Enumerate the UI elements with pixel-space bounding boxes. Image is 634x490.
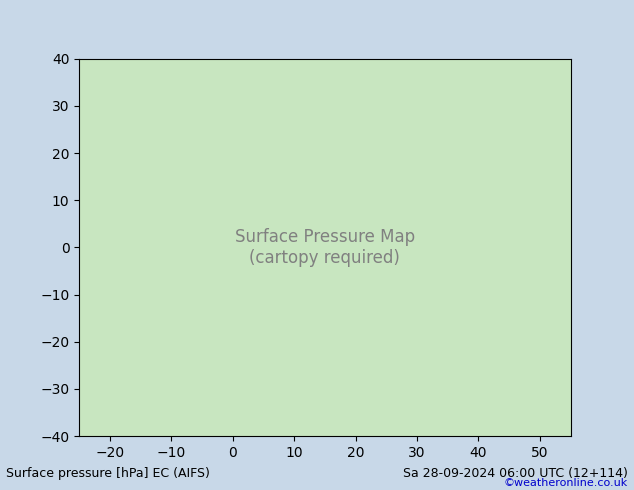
Text: Surface Pressure Map
(cartopy required): Surface Pressure Map (cartopy required)	[235, 228, 415, 267]
Text: Surface pressure [hPa] EC (AIFS): Surface pressure [hPa] EC (AIFS)	[6, 467, 210, 480]
Text: Sa 28-09-2024 06:00 UTC (12+114): Sa 28-09-2024 06:00 UTC (12+114)	[403, 467, 628, 480]
Text: ©weatheronline.co.uk: ©weatheronline.co.uk	[503, 478, 628, 488]
